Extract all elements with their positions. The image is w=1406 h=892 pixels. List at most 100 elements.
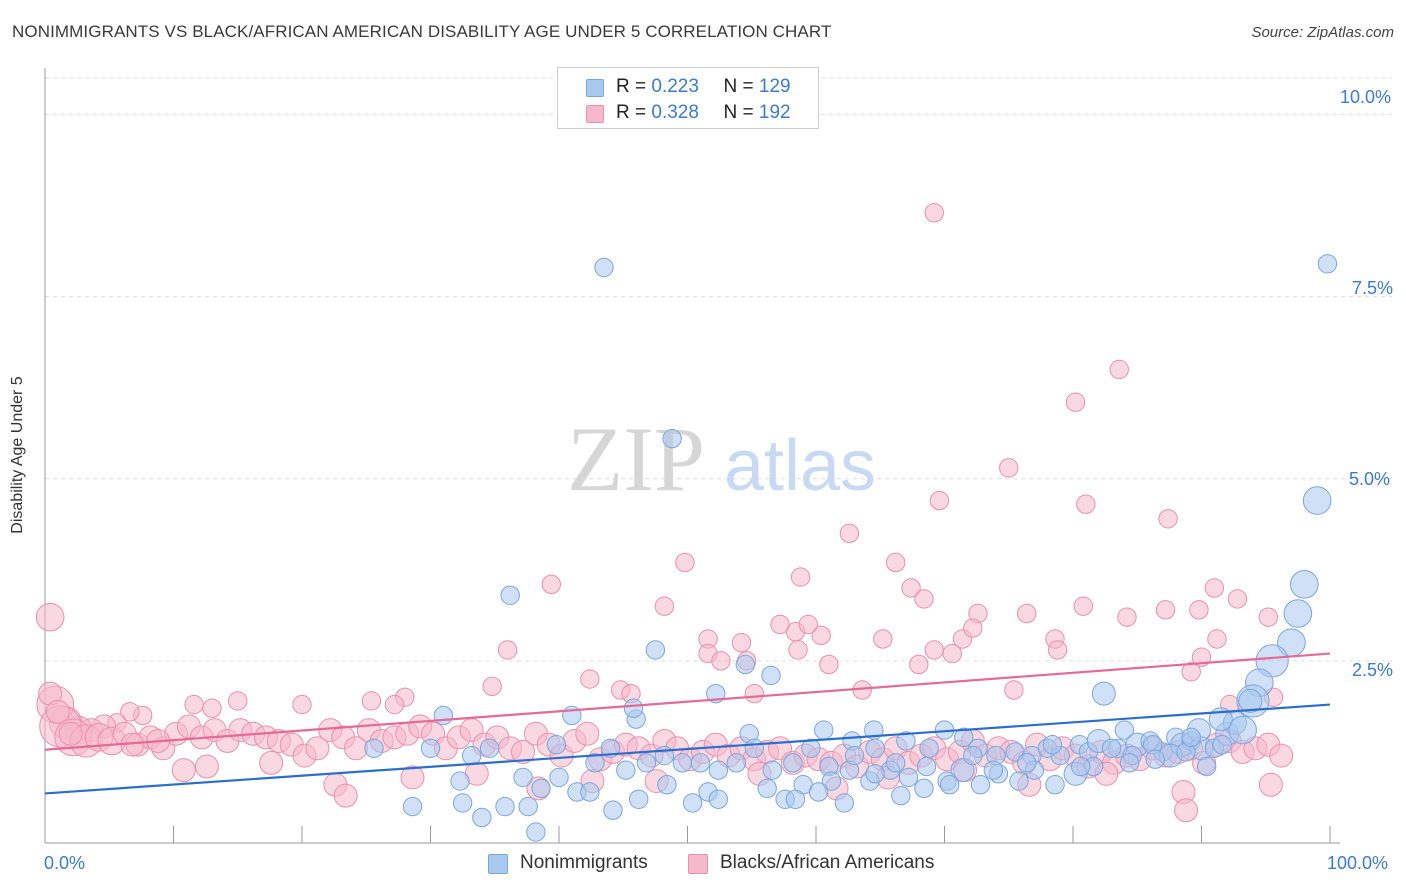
point-nonimmigrants — [690, 753, 711, 773]
point-nonimmigrants — [616, 760, 636, 780]
point-nonimmigrants — [1283, 599, 1313, 628]
r-label: R = — [616, 76, 647, 97]
legend-swatch-pink — [586, 105, 604, 123]
point-blacks-african-americans — [1269, 743, 1294, 768]
point-blacks-african-americans — [194, 754, 219, 779]
y-tick-label: 7.5% — [1352, 278, 1394, 298]
point-blacks-african-americans — [1155, 600, 1176, 620]
point-nonimmigrants — [636, 753, 657, 773]
legend-swatch-blue — [488, 854, 508, 874]
r-label: R = — [616, 102, 647, 123]
watermark-atlas: atlas — [724, 426, 876, 506]
stats-legend: R = 0.223 N = 129 R = 0.328 N = 192 — [557, 67, 819, 129]
point-blacks-african-americans — [770, 614, 790, 635]
point-blacks-african-americans — [811, 625, 831, 646]
point-blacks-african-americans — [1004, 680, 1024, 700]
point-nonimmigrants — [1238, 688, 1263, 713]
point-nonimmigrants — [761, 665, 781, 686]
point-nonimmigrants — [1042, 734, 1063, 755]
point-nonimmigrants — [726, 753, 747, 773]
point-blacks-african-americans — [901, 578, 921, 598]
point-blacks-african-americans — [999, 458, 1019, 478]
point-blacks-african-americans — [305, 736, 330, 761]
y-axis-label: Disability Age Under 5 — [9, 376, 26, 534]
point-blacks-african-americans — [731, 632, 752, 653]
point-nonimmigrants — [939, 775, 960, 795]
point-nonimmigrants — [1045, 775, 1065, 795]
point-nonimmigrants — [814, 720, 834, 740]
point-nonimmigrants — [801, 738, 821, 758]
point-blacks-african-americans — [202, 698, 222, 718]
point-nonimmigrants — [600, 738, 621, 758]
series-nonimmigrants — [364, 254, 1338, 842]
point-nonimmigrants — [500, 585, 520, 605]
point-blacks-african-americans — [228, 691, 248, 711]
point-nonimmigrants — [1145, 749, 1165, 769]
point-nonimmigrants — [682, 793, 703, 813]
point-blacks-african-americans — [1227, 589, 1248, 609]
point-nonimmigrants — [785, 789, 806, 809]
point-blacks-african-americans — [58, 721, 83, 746]
point-nonimmigrants — [628, 789, 649, 809]
point-nonimmigrants — [834, 793, 854, 813]
point-nonimmigrants — [546, 734, 567, 755]
point-nonimmigrants — [744, 738, 765, 758]
watermark-zip: ZIP — [567, 408, 705, 510]
point-nonimmigrants — [1317, 254, 1338, 274]
point-nonimmigrants — [865, 764, 885, 784]
point-nonimmigrants — [783, 753, 803, 773]
point-nonimmigrants — [1302, 486, 1332, 515]
point-blacks-african-americans — [120, 702, 140, 722]
point-blacks-african-americans — [1073, 596, 1093, 616]
n-label: N = — [723, 76, 754, 97]
legend-swatch-pink — [688, 854, 708, 874]
point-blacks-african-americans — [361, 691, 382, 711]
point-blacks-african-americans — [788, 640, 808, 660]
point-nonimmigrants — [472, 807, 492, 828]
trend-line-nonimmigrants — [44, 703, 1331, 795]
point-nonimmigrants — [919, 738, 939, 758]
point-nonimmigrants — [708, 760, 729, 780]
point-nonimmigrants — [461, 745, 482, 766]
trend-line-blacks-african-americans — [44, 652, 1331, 751]
point-nonimmigrants — [594, 257, 614, 278]
point-blacks-african-americans — [184, 694, 204, 715]
r-value: 0.223 — [651, 76, 699, 97]
point-blacks-african-americans — [575, 721, 600, 746]
point-nonimmigrants — [526, 822, 546, 842]
point-nonimmigrants — [585, 753, 605, 773]
point-blacks-african-americans — [384, 694, 405, 715]
point-nonimmigrants — [896, 731, 916, 751]
point-nonimmigrants — [963, 745, 983, 766]
point-nonimmigrants — [1290, 570, 1319, 599]
point-nonimmigrants — [1228, 715, 1257, 745]
point-blacks-african-americans — [580, 669, 600, 689]
point-nonimmigrants — [450, 771, 470, 791]
point-blacks-african-americans — [482, 676, 502, 697]
point-nonimmigrants — [891, 785, 911, 806]
point-blacks-african-americans — [1158, 509, 1178, 529]
point-nonimmigrants — [1196, 756, 1217, 777]
point-blacks-african-americans — [400, 765, 425, 790]
point-blacks-african-americans — [1117, 607, 1137, 627]
x-tick-label: 0.0% — [44, 853, 86, 873]
point-nonimmigrants — [885, 753, 906, 773]
n-label: N = — [723, 102, 754, 123]
point-blacks-african-americans — [171, 758, 196, 783]
point-blacks-african-americans — [819, 654, 839, 675]
point-blacks-african-americans — [333, 783, 358, 808]
point-blacks-african-americans — [1047, 640, 1068, 660]
legend-label: Nonimmigrants — [520, 852, 648, 873]
point-blacks-african-americans — [497, 640, 518, 660]
point-blacks-african-americans — [885, 552, 906, 573]
point-blacks-african-americans — [1258, 607, 1279, 627]
point-blacks-african-americans — [798, 614, 818, 635]
point-nonimmigrants — [662, 428, 682, 449]
point-blacks-african-americans — [924, 640, 944, 660]
point-nonimmigrants — [1091, 681, 1116, 706]
point-nonimmigrants — [762, 760, 783, 780]
point-nonimmigrants — [645, 640, 666, 660]
point-nonimmigrants — [364, 738, 384, 758]
point-nonimmigrants — [657, 775, 677, 795]
